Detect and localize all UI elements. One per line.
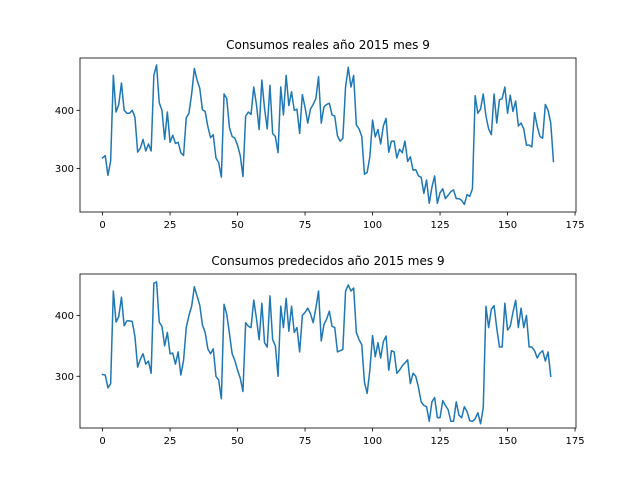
chart-panel-real-consumption: Consumos reales año 2015 mes 9 0 25 50 75 10… (55, 38, 585, 231)
x-tick-label: 175 (566, 436, 585, 447)
chart-panel-predicted-consumption: Consumos predecidos año 2015 mes 9 0 25 50… (55, 254, 585, 447)
x-tick-label: 0 (99, 220, 105, 231)
x-tick-label: 50 (231, 436, 244, 447)
tick-marks: 0 25 50 75 100 125 150 175 300 400 (55, 311, 585, 447)
x-tick-label: 100 (363, 436, 382, 447)
y-tick-label: 400 (55, 311, 74, 322)
x-tick-label: 75 (299, 220, 312, 231)
series-line (101, 281, 552, 425)
x-tick-label: 150 (498, 220, 517, 231)
y-tick-label: 300 (55, 372, 74, 383)
x-tick-label: 100 (363, 220, 382, 231)
chart-title: Consumos reales año 2015 mes 9 (226, 38, 430, 52)
x-tick-label: 25 (164, 436, 177, 447)
x-tick-label: 175 (566, 220, 585, 231)
tick-marks: 0 25 50 75 100 125 150 175 300 400 (55, 106, 585, 231)
x-tick-label: 150 (498, 436, 517, 447)
x-tick-label: 125 (431, 220, 450, 231)
x-tick-label: 50 (231, 220, 244, 231)
x-tick-label: 0 (99, 436, 105, 447)
chart-title: Consumos predecidos año 2015 mes 9 (211, 254, 444, 268)
x-tick-label: 125 (431, 436, 450, 447)
x-tick-label: 75 (299, 436, 312, 447)
series-line (101, 64, 555, 206)
x-tick-label: 25 (164, 220, 177, 231)
y-tick-label: 300 (55, 164, 74, 175)
y-tick-label: 400 (55, 106, 74, 117)
plot-area-frame (79, 57, 577, 213)
plot-area-frame (79, 273, 577, 429)
